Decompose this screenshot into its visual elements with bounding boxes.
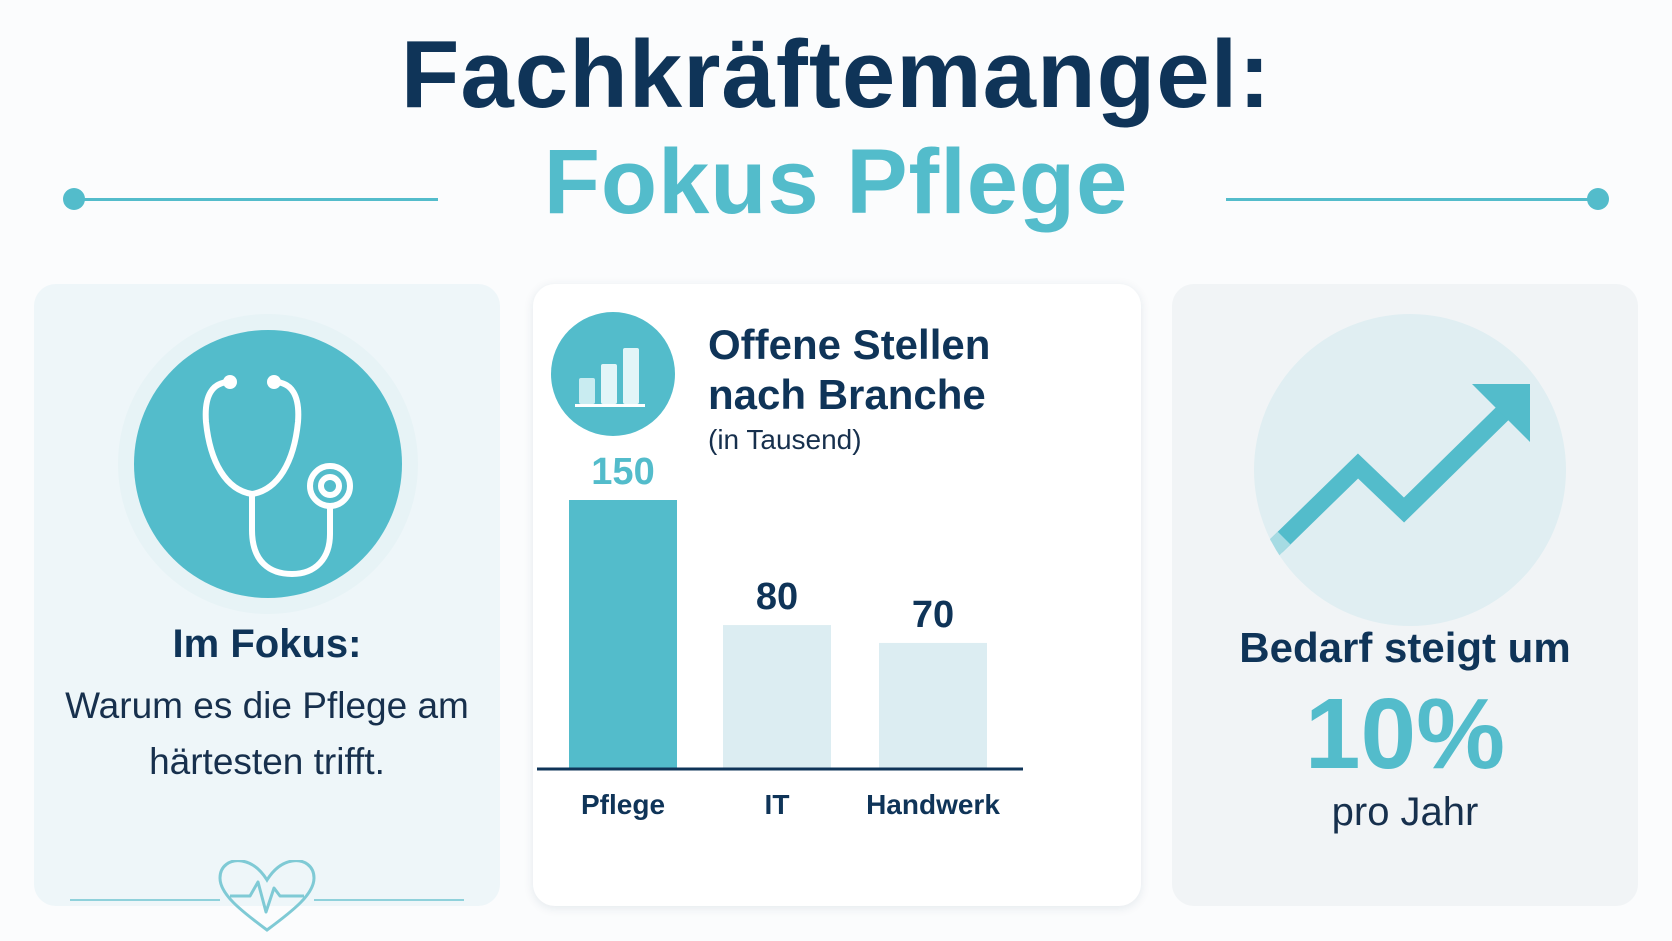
title-rule-left-dot <box>63 188 85 210</box>
growth-value: 10% <box>1304 678 1506 790</box>
title-rule-right-dot <box>1587 188 1609 210</box>
category-label-handwerk: Handwerk <box>866 789 1000 820</box>
focus-card: Im Fokus: Warum es die Pflege am härtest… <box>34 284 500 932</box>
focus-heading: Im Fokus: <box>172 622 362 666</box>
focus-text: Warum es die Pflege am härtesten trifft. <box>65 685 469 782</box>
page-title: Fachkräftemangel: <box>400 21 1272 128</box>
growth-unit: pro Jahr <box>1331 790 1479 834</box>
bar-chart-icon <box>551 312 675 436</box>
chart-title: Offene Stellen nach Branche <box>708 320 990 419</box>
title-rule-right <box>1226 198 1598 201</box>
bar-pflege <box>569 500 677 768</box>
growth-card: Bedarf steigt um 10% pro Jahr <box>1172 284 1638 906</box>
category-label-it: IT <box>765 789 790 820</box>
chart-title-line1: Offene Stellen <box>708 321 991 368</box>
chart-card: Offene Stellen nach Branche (in Tausend)… <box>533 284 1141 906</box>
title-rule-left <box>74 198 438 201</box>
chart-title-line2: nach Branche <box>708 370 986 418</box>
bar-handwerk <box>879 642 987 768</box>
chart-subtitle: (in Tausend) <box>708 424 862 455</box>
growth-heading: Bedarf steigt um <box>1239 624 1571 671</box>
stethoscope-icon <box>134 330 402 598</box>
trend-up-arrow-icon <box>1254 384 1530 569</box>
page-subtitle: Fokus Pflege <box>543 131 1129 233</box>
data-label-handwerk: 70 <box>912 594 954 636</box>
trend-circle <box>1254 314 1566 626</box>
data-label-it: 80 <box>756 576 798 618</box>
bar-it <box>723 625 831 768</box>
heartbeat-heart-icon <box>70 860 464 932</box>
bar-chart: 150 Pflege 80 IT 70 Handwerk <box>537 451 1023 820</box>
category-label-pflege: Pflege <box>581 789 665 820</box>
data-label-pflege: 150 <box>591 451 654 493</box>
